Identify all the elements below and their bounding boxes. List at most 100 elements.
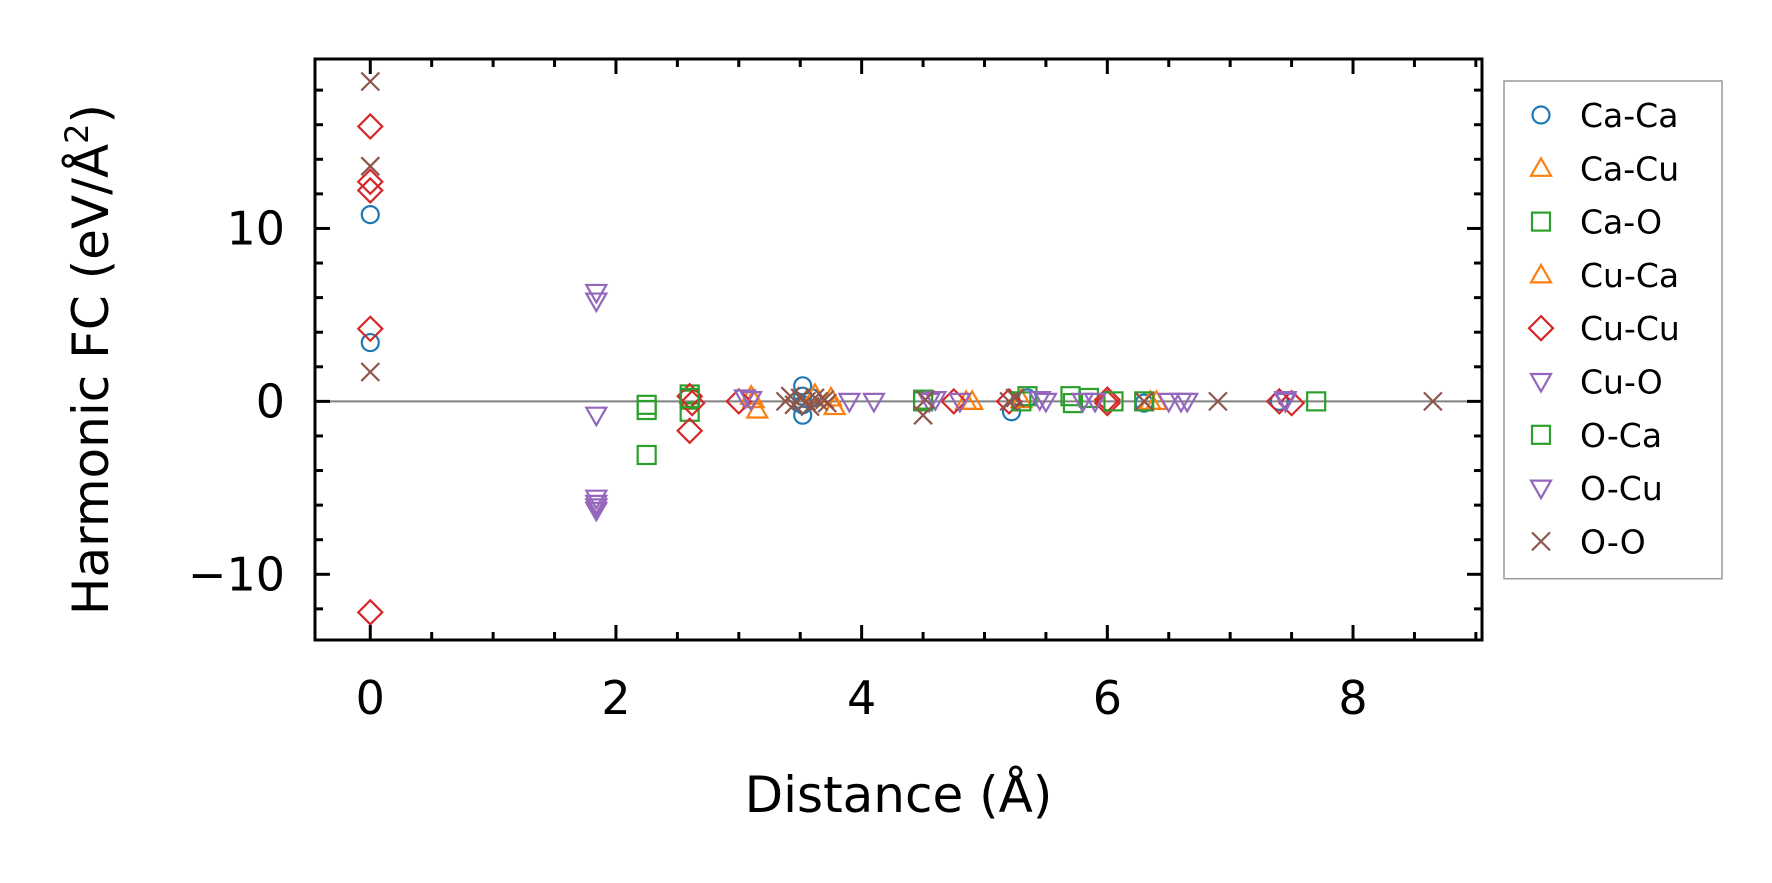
data-point <box>1306 391 1327 412</box>
legend-label: O-Cu <box>1580 469 1663 508</box>
data-point <box>817 393 838 413</box>
data-point <box>360 71 381 92</box>
legend-label: Cu-O <box>1580 363 1663 402</box>
x-tick-label: 0 <box>356 671 385 725</box>
data-point <box>584 498 609 520</box>
data-point <box>1278 389 1306 417</box>
legend-label: O-O <box>1580 522 1646 561</box>
data-point <box>356 598 384 626</box>
data-point <box>793 405 813 425</box>
data-point <box>676 417 704 445</box>
y-tick-label: −10 <box>188 547 285 601</box>
x-axis-label: Distance (Å) <box>745 766 1053 824</box>
legend-entry: Ca-O <box>1530 203 1662 242</box>
y-axis-label: Harmonic FC (eV/Å2) <box>58 104 120 615</box>
data-point <box>360 332 380 353</box>
legend-marker <box>1531 531 1551 552</box>
data-point <box>1134 391 1154 412</box>
data-point <box>862 392 886 414</box>
data-point <box>808 391 829 412</box>
data-point <box>356 112 384 140</box>
data-point <box>360 205 380 225</box>
legend-marker <box>1531 105 1551 125</box>
legend-marker <box>1529 262 1553 284</box>
data-point <box>940 387 968 415</box>
data-point <box>1027 391 1052 412</box>
data-point <box>917 392 942 414</box>
legend-label: O-Ca <box>1580 416 1662 455</box>
data-point <box>636 399 657 421</box>
series-o-o <box>360 71 1443 425</box>
legend-entry: Cu-Cu <box>1527 309 1680 348</box>
x-tick-label: 8 <box>1338 671 1367 725</box>
x-tick-label: 2 <box>601 671 630 725</box>
data-point <box>356 176 384 204</box>
legend-label: Cu-Ca <box>1580 256 1679 295</box>
y-axis-label-superscript: 2 <box>58 123 96 143</box>
data-point <box>954 389 978 410</box>
legend-label: Cu-Cu <box>1580 309 1680 348</box>
data-point <box>679 401 700 422</box>
legend-label: Ca-Cu <box>1580 149 1679 188</box>
data-point <box>1134 391 1155 412</box>
data-point <box>360 156 381 176</box>
data-point <box>1070 392 1095 414</box>
data-point <box>915 389 936 410</box>
data-point <box>739 383 763 405</box>
data-point <box>584 501 609 523</box>
legend-label: Ca-O <box>1580 203 1662 242</box>
data-point <box>800 396 820 417</box>
legend-entry: Cu-Ca <box>1529 256 1679 295</box>
data-point <box>356 168 384 196</box>
data-point <box>912 389 934 410</box>
data-point <box>999 391 1019 412</box>
data-point <box>739 391 763 412</box>
data-point <box>923 391 948 412</box>
data-point <box>1034 392 1058 414</box>
legend-marker <box>1529 372 1553 394</box>
y-axis-label-close: ) <box>62 104 120 124</box>
legend-entry: Ca-Ca <box>1531 96 1678 135</box>
legend-entry: O-Ca <box>1530 416 1662 455</box>
legend-entry: Cu-O <box>1529 363 1663 402</box>
y-tick-label: 0 <box>256 374 285 428</box>
data-point <box>1156 392 1181 414</box>
plot-frame <box>313 57 1484 642</box>
data-point <box>679 387 700 409</box>
legend-entry: Ca-Cu <box>1529 149 1679 188</box>
legend-marker <box>1529 156 1553 177</box>
data-point <box>1093 386 1121 414</box>
data-point <box>584 494 609 516</box>
x-tick-label: 6 <box>1093 671 1122 725</box>
x-tick-label: 4 <box>847 671 876 725</box>
legend: Ca-Ca Ca-Cu Ca-O Cu-Ca Cu-Cu Cu-O O-Ca O-Cu O-O <box>1503 80 1723 580</box>
data-point <box>1103 391 1124 412</box>
data-point <box>356 315 384 343</box>
y-axis-label-main: Harmonic FC (eV/Å <box>62 144 120 615</box>
legend-entry: O-Cu <box>1529 469 1663 508</box>
data-point <box>584 292 609 314</box>
series-ca-ca <box>360 205 1289 425</box>
data-point <box>678 389 706 417</box>
series-o-cu <box>584 389 1298 516</box>
legend-marker <box>1527 314 1555 342</box>
data-point <box>584 406 609 428</box>
data-point <box>1208 391 1228 412</box>
series-cu-o <box>584 283 1298 523</box>
data-point <box>725 387 753 415</box>
legend-marker <box>1530 211 1552 232</box>
data-point <box>1423 391 1443 412</box>
legend-entry: O-O <box>1531 522 1646 561</box>
data-point <box>1265 387 1293 415</box>
legend-marker <box>1530 424 1552 445</box>
data-point <box>913 405 933 425</box>
legend-marker <box>1529 479 1553 501</box>
data-point <box>1083 392 1107 414</box>
y-tick-label: 10 <box>226 201 285 255</box>
series-cu-cu <box>356 112 1306 626</box>
data-point <box>636 444 657 466</box>
data-point <box>636 394 657 415</box>
data-point <box>837 392 862 414</box>
legend-label: Ca-Ca <box>1580 96 1678 135</box>
